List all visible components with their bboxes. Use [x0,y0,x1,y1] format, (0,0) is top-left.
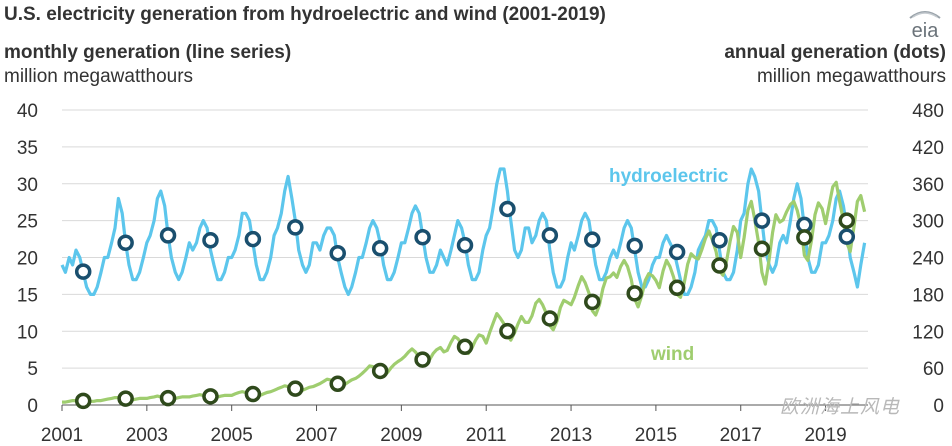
y2-tick-label: 420 [912,138,944,159]
series-lines [60,167,867,404]
wind-annual-dot [244,385,262,403]
x-tick-label: 2011 [466,425,507,446]
x-tick-label: 2003 [126,425,168,446]
y2-tick-label: 480 [912,101,944,122]
hydroelectric-monthly-line [60,167,867,296]
eia-logo: eia [904,4,946,42]
left-axis-ticks: 0 5 10 15 20 25 30 35 40 [17,101,38,417]
x-tick-label: 2017 [720,425,762,446]
wind-annual-dot [626,285,643,302]
chart-title: U.S. electricity generation from hydroel… [4,4,606,25]
series-dots [74,200,856,410]
hydroelectric-annual-dot [499,200,516,218]
hydroelectric-annual-dot [753,212,771,229]
hydroelectric-annual-dot [244,230,262,248]
y-tick-label: 10 [17,322,38,343]
y2-tick-label: 120 [912,322,944,343]
hydroelectric-annual-dot [541,227,559,244]
y-tick-label: 15 [17,285,38,306]
x-tick-label: 2007 [295,425,337,446]
x-tick-label: 2001 [41,425,83,446]
hydroelectric-annual-dot [329,244,346,262]
y2-tick-label: 360 [912,175,944,196]
y2-tick-label: 0 [933,396,944,417]
hydroelectric-annual-dot [287,219,304,236]
x-tick-label: 2005 [211,425,253,446]
wind-annual-dot [329,375,346,393]
logo-text: eia [912,20,940,40]
wind-annual-dot [371,362,389,380]
y-tick-label: 20 [17,249,38,270]
y-tick-label: 30 [17,175,38,196]
right-axis-ticks: 0 60 120 180 240 300 360 420 480 [912,101,944,417]
x-tick-label: 2009 [380,425,422,446]
wind-annual-dot [414,351,431,368]
hydroelectric-annual-dot [202,232,219,249]
series-labels: hydroelectric wind [609,166,729,365]
wind-annual-dot [753,240,771,257]
y2-tick-label: 300 [912,212,944,233]
wind-annual-dot [711,257,728,274]
y-tick-label: 40 [17,101,38,122]
hydroelectric-annual-dot [668,243,686,261]
hydroelectric-label: hydroelectric [609,166,729,187]
wind-annual-dot [838,212,856,229]
wind-annual-dot [584,293,601,311]
hydroelectric-annual-dot [711,232,728,249]
x-axis-ticks: 2001 2003 2005 2007 2009 2011 2013 2015 2017 2019 [41,405,847,446]
wind-label: wind [650,344,694,365]
x-tick-label: 2019 [804,425,846,446]
hydroelectric-annual-dot [414,228,431,246]
hydroelectric-annual-dot [117,234,134,251]
wind-annual-dot [287,380,304,397]
right-axis-title: annual generation (dots) [724,42,946,63]
wind-annual-dot [499,322,516,340]
y-tick-label: 0 [27,396,38,417]
hydroelectric-annual-dot [456,236,474,254]
y2-tick-label: 240 [912,249,944,270]
wind-annual-dot [74,392,92,410]
hydroelectric-annual-dot [371,240,389,257]
hydroelectric-annual-dot [74,263,92,280]
wind-annual-dot [202,388,219,405]
hydroelectric-annual-dot [159,227,177,244]
y2-tick-label: 60 [923,359,944,380]
left-axis-title: monthly generation (line series) [4,42,292,63]
x-tick-label: 2015 [635,425,677,446]
wind-annual-dot [117,390,134,407]
right-axis-unit: million megawatthours [756,66,946,87]
wind-annual-dot [159,389,177,407]
hydroelectric-annual-dot [584,231,601,248]
hydroelectric-annual-dot [626,237,643,255]
wind-annual-dot [796,229,813,246]
wind-annual-dot [456,338,474,356]
left-axis-unit: million megawatthours [4,66,194,87]
y2-tick-label: 180 [912,285,944,306]
y-tick-label: 25 [17,212,38,233]
watermark: 欧洲海上风电 [780,397,901,418]
hydroelectric-annual-dot [838,228,856,245]
wind-annual-dot [541,310,559,327]
y-tick-label: 35 [17,138,38,159]
y-tick-label: 5 [27,359,38,380]
x-tick-label: 2013 [550,425,592,446]
wind-annual-dot [668,279,686,297]
gridlines [62,109,868,406]
